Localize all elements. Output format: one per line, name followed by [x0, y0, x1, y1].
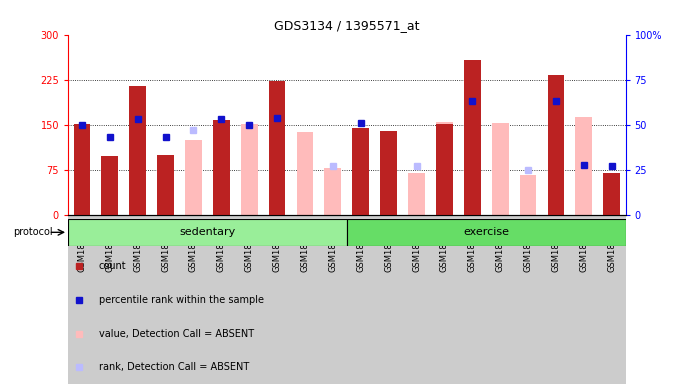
Bar	[68, 219, 347, 246]
Bar	[324, 168, 341, 215]
Bar	[101, 156, 118, 215]
Bar	[436, 124, 453, 215]
Bar	[380, 131, 397, 215]
Text: protocol: protocol	[14, 227, 53, 237]
Bar	[185, 140, 202, 215]
Text: sedentary: sedentary	[180, 227, 235, 237]
Bar	[68, 215, 626, 384]
Text: rank, Detection Call = ABSENT: rank, Detection Call = ABSENT	[99, 362, 249, 372]
Bar	[603, 173, 620, 215]
Bar	[241, 124, 258, 215]
Text: value, Detection Call = ABSENT: value, Detection Call = ABSENT	[99, 329, 254, 339]
Bar	[464, 60, 481, 215]
Bar	[436, 122, 453, 215]
Text: percentile rank within the sample: percentile rank within the sample	[99, 295, 264, 305]
Bar	[408, 173, 425, 215]
Text: count: count	[99, 262, 126, 271]
Bar	[213, 120, 230, 215]
Bar	[157, 155, 174, 215]
Bar	[547, 75, 564, 215]
Text: exercise: exercise	[463, 227, 509, 237]
Bar	[347, 219, 626, 246]
Bar	[296, 132, 313, 215]
Bar	[352, 128, 369, 215]
Bar	[575, 117, 592, 215]
Bar	[73, 124, 90, 215]
Bar	[129, 86, 146, 215]
Bar	[492, 123, 509, 215]
Title: GDS3134 / 1395571_at: GDS3134 / 1395571_at	[274, 19, 420, 32]
Bar	[269, 81, 286, 215]
Bar	[520, 175, 537, 215]
